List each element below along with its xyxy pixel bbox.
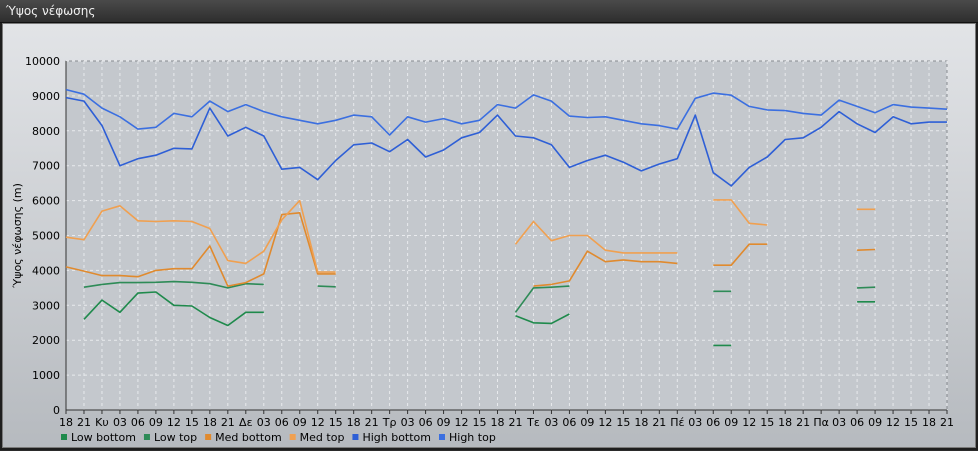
x-tick-label: 18	[778, 416, 792, 429]
x-tick-label: Δε	[239, 416, 253, 429]
y-axis-label: Ύψος νέφωσης (m)	[11, 183, 24, 289]
legend-swatch	[61, 434, 67, 440]
x-tick-label: 21	[221, 416, 235, 429]
x-tick-label: 21	[365, 416, 379, 429]
series-line-med-bottom	[65, 212, 876, 287]
y-tick-label: 1000	[32, 369, 60, 382]
legend-label: Low top	[154, 431, 197, 444]
x-tick-label: 15	[473, 416, 487, 429]
series-line-low-bottom	[83, 291, 876, 347]
x-tick-label: 09	[868, 416, 882, 429]
x-tick-label: 12	[886, 416, 900, 429]
chart-panel: 0 1000 2000 3000 4000 5000 6000 7000 8000 9000 100…	[2, 23, 976, 448]
legend-label: Med top	[300, 431, 345, 444]
x-tick-label: 21	[652, 416, 666, 429]
window-title: Ύψος νέφωσης	[6, 4, 96, 18]
x-tick-label: Πέ	[670, 416, 684, 429]
x-tick-label: 12	[311, 416, 325, 429]
series-line-med-top	[65, 199, 876, 273]
legend-swatch	[439, 434, 445, 440]
x-tick-label: 03	[688, 416, 702, 429]
x-tick-label: 12	[167, 416, 181, 429]
legend-swatch	[205, 434, 212, 440]
series-line-high-bottom	[65, 96, 947, 187]
x-tick-label: 06	[419, 416, 433, 429]
x-tick-label: 03	[113, 416, 127, 429]
series-line-low-top	[83, 280, 876, 313]
legend-label: Med bottom	[215, 431, 282, 444]
x-tick-label: 18	[922, 416, 936, 429]
x-tick-label: 09	[149, 416, 163, 429]
x-tick-label: 21	[77, 416, 91, 429]
title-bar: Ύψος νέφωσης	[0, 0, 978, 23]
y-tick-label: 5000	[32, 230, 60, 243]
x-tick-label: 06	[850, 416, 864, 429]
x-tick-label: 21	[508, 416, 522, 429]
x-tick-label: 18	[491, 416, 505, 429]
series-line-high-top	[65, 88, 948, 136]
x-tick-label: Κυ	[95, 416, 109, 429]
legend-swatch	[143, 434, 150, 440]
x-tick-label: 06	[275, 416, 289, 429]
x-tick-label: 09	[580, 416, 594, 429]
x-tick-label: 06	[131, 416, 145, 429]
legend-swatch	[289, 434, 296, 440]
x-tick-label: 15	[616, 416, 630, 429]
x-tick-label: Τρ	[382, 416, 397, 429]
x-tick-label: Τε	[526, 416, 540, 429]
legend-swatch	[352, 434, 359, 440]
x-tick-label: 15	[329, 416, 343, 429]
y-tick-label: 0	[53, 404, 60, 417]
y-tick-label: 9000	[32, 90, 60, 103]
y-tick-label: 4000	[32, 264, 60, 277]
x-tick-label: 21	[796, 416, 810, 429]
x-tick-label: 18	[59, 416, 73, 429]
x-tick-label: 03	[832, 416, 846, 429]
x-tick-label: 06	[562, 416, 576, 429]
x-tick-label: 18	[203, 416, 217, 429]
x-tick-label: 12	[455, 416, 469, 429]
x-tick-label: 15	[904, 416, 918, 429]
legend-label: Low bottom	[71, 431, 136, 444]
x-tick-label: 09	[293, 416, 307, 429]
legend-label: High bottom	[362, 431, 431, 444]
x-tick-label: 18	[347, 416, 361, 429]
x-tick-label: 15	[760, 416, 774, 429]
y-tick-label: 7000	[32, 160, 60, 173]
x-tick-label: 09	[437, 416, 451, 429]
y-tick-label: 6000	[32, 195, 60, 208]
x-tick-label: 12	[598, 416, 612, 429]
y-tick-label: 3000	[32, 299, 60, 312]
x-tick-label: 06	[706, 416, 720, 429]
x-tick-label: 18	[634, 416, 648, 429]
x-tick-label: 03	[544, 416, 558, 429]
y-tick-label: 10000	[25, 55, 60, 68]
y-tick-label: 8000	[32, 125, 60, 138]
x-tick-label: 12	[742, 416, 756, 429]
legend-label: High top	[449, 431, 496, 444]
x-tick-label: 21	[940, 416, 954, 429]
x-tick-label: 03	[401, 416, 415, 429]
x-tick-label: 15	[185, 416, 199, 429]
y-tick-label: 2000	[32, 334, 60, 347]
cloud-height-chart: 0 1000 2000 3000 4000 5000 6000 7000 8000 9000 100…	[11, 55, 954, 444]
x-tick-label: Πα	[813, 416, 829, 429]
x-tick-label: 03	[257, 416, 271, 429]
x-tick-label: 09	[724, 416, 738, 429]
